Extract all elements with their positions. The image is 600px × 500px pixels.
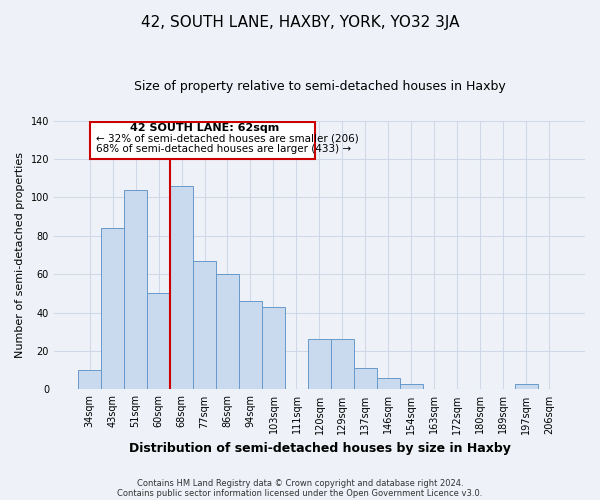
Bar bbox=[147, 294, 170, 390]
Bar bbox=[377, 378, 400, 390]
Bar bbox=[515, 384, 538, 390]
Bar bbox=[170, 186, 193, 390]
Bar bbox=[193, 261, 216, 390]
Text: Contains HM Land Registry data © Crown copyright and database right 2024.: Contains HM Land Registry data © Crown c… bbox=[137, 478, 463, 488]
Bar bbox=[101, 228, 124, 390]
Text: 42 SOUTH LANE: 62sqm: 42 SOUTH LANE: 62sqm bbox=[130, 124, 279, 134]
Bar bbox=[216, 274, 239, 390]
Bar bbox=[400, 384, 423, 390]
Text: 42, SOUTH LANE, HAXBY, YORK, YO32 3JA: 42, SOUTH LANE, HAXBY, YORK, YO32 3JA bbox=[141, 15, 459, 30]
Bar bbox=[262, 307, 285, 390]
Bar bbox=[78, 370, 101, 390]
Y-axis label: Number of semi-detached properties: Number of semi-detached properties bbox=[15, 152, 25, 358]
Text: ← 32% of semi-detached houses are smaller (206): ← 32% of semi-detached houses are smalle… bbox=[97, 134, 359, 144]
Bar bbox=[354, 368, 377, 390]
X-axis label: Distribution of semi-detached houses by size in Haxby: Distribution of semi-detached houses by … bbox=[128, 442, 511, 455]
Title: Size of property relative to semi-detached houses in Haxby: Size of property relative to semi-detach… bbox=[134, 80, 505, 93]
Bar bbox=[124, 190, 147, 390]
Text: 68% of semi-detached houses are larger (433) →: 68% of semi-detached houses are larger (… bbox=[97, 144, 352, 154]
Bar bbox=[308, 340, 331, 390]
Bar bbox=[331, 340, 354, 390]
Text: Contains public sector information licensed under the Open Government Licence v3: Contains public sector information licen… bbox=[118, 488, 482, 498]
Bar bbox=[239, 301, 262, 390]
FancyBboxPatch shape bbox=[90, 122, 316, 159]
